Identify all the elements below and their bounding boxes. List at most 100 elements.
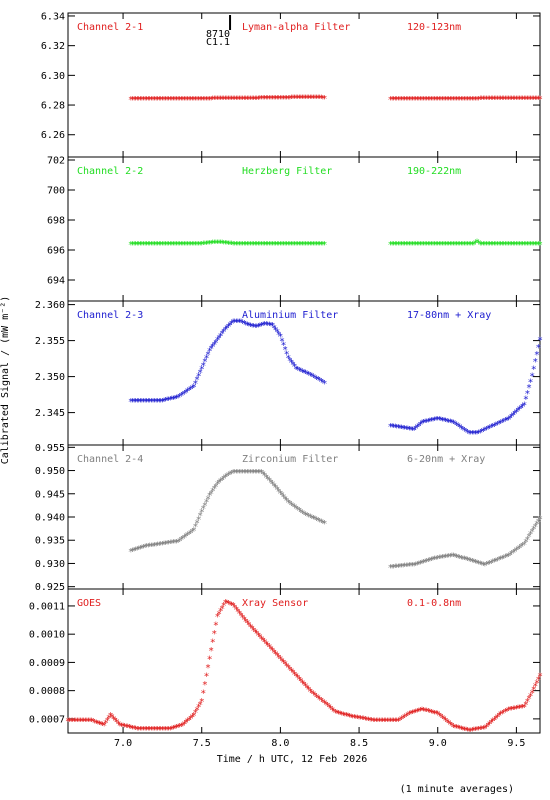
data-point: * xyxy=(466,556,472,567)
data-point: * xyxy=(485,560,491,571)
data-point: * xyxy=(391,95,397,106)
data-point: * xyxy=(128,547,134,558)
data-point: * xyxy=(273,326,279,337)
data-point: * xyxy=(295,365,301,376)
data-point: * xyxy=(532,357,538,368)
data-point: * xyxy=(521,240,527,251)
data-point: * xyxy=(210,638,216,649)
y-tick-label: 702 xyxy=(47,156,65,167)
data-point: * xyxy=(200,361,206,372)
data-point: * xyxy=(152,240,158,251)
data-point: * xyxy=(389,563,395,574)
data-point: * xyxy=(241,615,247,626)
data-point: * xyxy=(502,95,508,106)
data-point: * xyxy=(449,721,455,732)
data-point: * xyxy=(531,94,537,105)
data-point: * xyxy=(402,240,408,251)
data-point: * xyxy=(463,240,469,251)
data-point: * xyxy=(535,240,541,251)
data-point: * xyxy=(68,717,74,728)
data-point: * xyxy=(307,687,313,698)
data-point: * xyxy=(266,94,272,105)
data-point: * xyxy=(214,336,220,347)
data-point: * xyxy=(395,562,401,573)
data-point: * xyxy=(128,95,134,106)
data-point: * xyxy=(435,710,441,721)
data-point: * xyxy=(301,368,307,379)
data-point: * xyxy=(452,552,458,563)
data-point: * xyxy=(493,95,499,106)
data-point: * xyxy=(301,240,307,251)
data-point: * xyxy=(254,629,260,640)
data-point: * xyxy=(383,717,389,728)
data-point: * xyxy=(255,468,261,479)
data-point: * xyxy=(403,712,409,723)
data-point: * xyxy=(433,554,439,565)
data-point: * xyxy=(141,543,147,554)
data-point: * xyxy=(139,397,145,408)
data-point: * xyxy=(270,646,276,657)
data-point: * xyxy=(148,397,154,408)
data-point: * xyxy=(392,563,398,574)
y-tick-label: 0.925 xyxy=(35,582,65,593)
data-point: * xyxy=(161,396,167,407)
y-tick-label: 6.32 xyxy=(41,41,65,52)
data-point: * xyxy=(303,240,309,251)
data-point: * xyxy=(449,240,455,251)
data-point: * xyxy=(279,336,285,347)
data-point: * xyxy=(444,552,450,563)
data-point: * xyxy=(410,240,416,251)
data-point: * xyxy=(216,238,222,249)
y-tick-label: 0.0008 xyxy=(29,686,65,697)
data-point: * xyxy=(318,94,324,105)
data-point: * xyxy=(238,240,244,251)
data-point: * xyxy=(427,556,433,567)
data-point: * xyxy=(356,714,362,725)
data-point: * xyxy=(460,240,466,251)
data-point: * xyxy=(465,556,471,567)
data-point: * xyxy=(281,341,287,352)
data-point: * xyxy=(428,416,434,427)
data-point: * xyxy=(167,725,173,736)
data-point: * xyxy=(188,95,194,106)
data-point: * xyxy=(205,239,211,250)
data-point: * xyxy=(394,95,400,106)
data-point: * xyxy=(517,543,523,554)
flare-id-label: 8710 xyxy=(206,29,230,40)
panel-4: 0.925 0.930 0.935 0.940 0.945 0.950 0.955 Chann… xyxy=(35,443,543,593)
data-point: * xyxy=(493,714,499,725)
data-point: * xyxy=(441,240,447,251)
data-point: * xyxy=(224,323,230,334)
data-point: * xyxy=(129,397,135,408)
data-point: * xyxy=(414,707,420,718)
data-point: * xyxy=(296,675,302,686)
data-point: * xyxy=(164,396,170,407)
data-point: * xyxy=(506,95,512,106)
data-point: * xyxy=(251,322,257,333)
data-point: * xyxy=(537,514,543,525)
data-point: * xyxy=(73,717,79,728)
data-point: * xyxy=(284,661,290,672)
data-point: * xyxy=(524,240,530,251)
data-point: * xyxy=(177,240,183,251)
data-point: * xyxy=(159,540,165,551)
data-point: * xyxy=(211,239,217,250)
data-point: * xyxy=(65,717,71,728)
data-point: * xyxy=(455,724,461,735)
data-point: * xyxy=(185,95,191,106)
data-point: * xyxy=(169,95,175,106)
series-points: ****************************************… xyxy=(65,598,543,737)
data-point: * xyxy=(317,517,323,528)
data-point: * xyxy=(417,95,423,106)
data-point: * xyxy=(392,240,398,251)
data-point: * xyxy=(397,716,403,727)
data-point: * xyxy=(403,240,409,251)
data-point: * xyxy=(307,371,313,382)
data-point: * xyxy=(144,95,150,106)
data-point: * xyxy=(408,709,414,720)
data-point: * xyxy=(133,724,139,735)
data-point: * xyxy=(471,558,477,569)
data-point: * xyxy=(490,422,496,433)
data-point: * xyxy=(490,558,496,569)
data-point: * xyxy=(197,368,203,379)
